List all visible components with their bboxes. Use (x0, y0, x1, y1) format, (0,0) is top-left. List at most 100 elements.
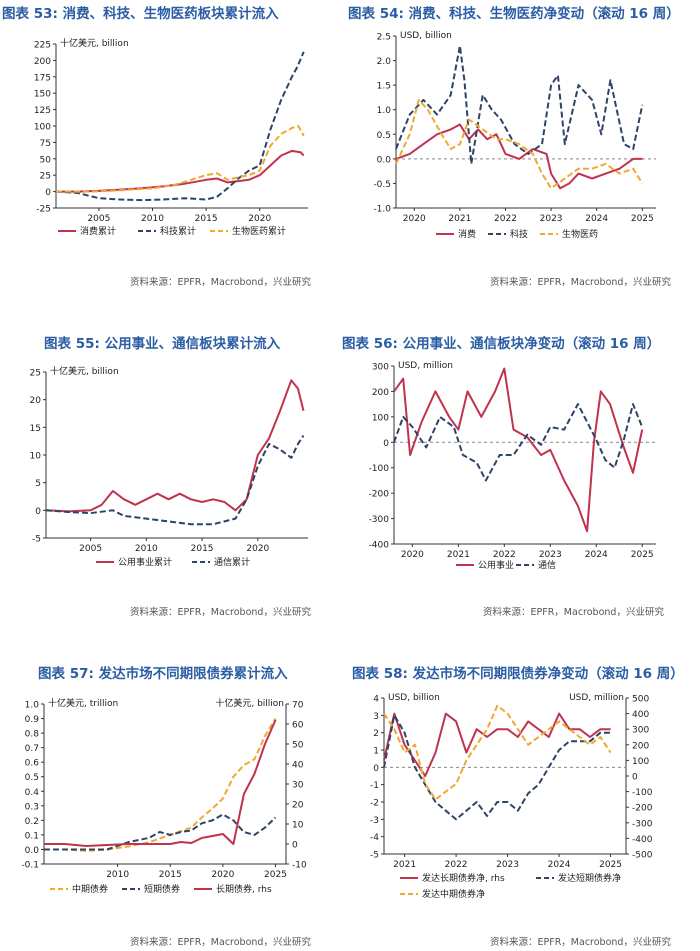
series-line-1 (56, 149, 305, 193)
series-line-2 (44, 813, 277, 851)
y-tick-label: 50 (40, 155, 52, 165)
y-tick-label: 175 (34, 73, 51, 83)
y-tick-label: 1.0 (25, 701, 40, 711)
legend-label: 消费累计 (80, 225, 116, 237)
y-tick-label: 200 (34, 57, 51, 67)
y-tick-label: 1.0 (377, 106, 392, 116)
x-tick-label: 2020 (248, 214, 271, 224)
y-tick-label: 225 (34, 41, 51, 51)
y-tick-label: -400 (369, 541, 390, 551)
y-tick-label: 75 (40, 139, 51, 149)
y-tick-label: 2.0 (377, 57, 392, 67)
y-tick-label: 1.5 (377, 82, 391, 92)
y-right-tick-label: 20 (292, 801, 304, 811)
series-line-1 (395, 123, 643, 190)
y-right-tick-label: 50 (292, 741, 304, 751)
chart-54: 2.5 2.0 1.5 1.0 0.5 0.0 -0.5 -1.0 2020 2021 2022 20… (373, 31, 656, 240)
y-right-tick-label: -100 (632, 788, 653, 798)
y-tick-label: -0.1 (21, 861, 39, 871)
chart-58: 4 3 2 1 0 -1 -2 -3 -4 -5 500 400 300 200 100 0 -100 -200 -… (370, 693, 653, 900)
series-line-2 (45, 435, 305, 526)
x-tick-label: 2025 (631, 550, 654, 560)
unit-label-left: USD, billion (388, 693, 440, 703)
x-tick-label: 2020 (246, 544, 269, 554)
chart-54-source: 资料来源：EPFR，Macrobond，兴业研究 (490, 277, 671, 288)
chart-53-source: 资料来源：EPFR，Macrobond，兴业研究 (130, 277, 311, 288)
series-line-3 (383, 704, 612, 801)
x-tick-label: 2023 (539, 550, 562, 560)
unit-label-left: 十亿美元, trillion (48, 697, 118, 709)
unit-label-right: USD, million (569, 693, 624, 703)
unit-label: 十亿美元, billion (60, 37, 129, 49)
legend-label: 生物医药累计 (232, 225, 286, 237)
y-tick-label: 0.4 (25, 788, 40, 798)
y-tick-label: -0.5 (373, 180, 391, 190)
y-tick-label: 15 (30, 424, 41, 434)
chart-53-title: 图表 53: 消费、科技、生物医药板块累计流入 (2, 6, 279, 22)
x-tick-label: 2025 (631, 214, 654, 224)
x-tick-label: 2022 (445, 860, 468, 870)
y-tick-label: 0.5 (377, 131, 391, 141)
x-tick-label: 2021 (393, 860, 416, 870)
x-tick-label: 2021 (448, 214, 471, 224)
x-tick-label: 2015 (195, 214, 218, 224)
y-tick-label: 25 (40, 172, 51, 182)
unit-label: USD, million (398, 361, 453, 371)
y-tick-label: 0.0 (377, 155, 392, 165)
y-right-tick-label: 400 (632, 710, 649, 720)
y-tick-label: 2.5 (377, 33, 391, 43)
y-tick-label: 25 (30, 369, 41, 379)
legend-label: 发达中期债券净 (422, 888, 485, 900)
legend-label: 公用事业累计 (118, 556, 172, 568)
unit-label-right: 十亿美元, billion (215, 697, 284, 709)
legend-label: 生物医药 (562, 228, 598, 240)
unit-label: 十亿美元, billion (50, 365, 119, 377)
x-tick-label: 2023 (496, 860, 519, 870)
x-tick-label: 2005 (87, 214, 110, 224)
y-tick-label: 0 (383, 439, 389, 449)
x-tick-label: 2024 (585, 550, 608, 560)
y-tick-label: 0.8 (25, 730, 40, 740)
x-tick-label: 2020 (401, 550, 424, 560)
y-right-tick-label: -200 (632, 804, 653, 814)
y-tick-label: 0.0 (25, 846, 40, 856)
x-tick-label: 2022 (493, 550, 516, 560)
y-right-tick-label: -400 (632, 835, 653, 845)
legend-label: 通信累计 (214, 556, 250, 568)
legend-label: 短期债券 (144, 883, 180, 895)
y-tick-label: -100 (369, 464, 390, 474)
series-line-3 (44, 719, 277, 847)
series-line-1 (393, 367, 644, 533)
chart-56-title: 图表 56: 公用事业、通信板块净变动（滚动 16 周） (342, 336, 661, 352)
legend-label: 科技 (510, 228, 528, 240)
x-tick-label: 2015 (191, 544, 214, 554)
series-line-2 (393, 403, 644, 482)
y-tick-label: -300 (369, 515, 390, 525)
y-tick-label: -25 (36, 205, 51, 215)
y-tick-label: 3 (373, 712, 379, 722)
x-tick-label: 2023 (540, 214, 563, 224)
y-right-tick-label: 0 (292, 841, 298, 851)
x-tick-label: 2022 (494, 214, 517, 224)
unit-label: USD, billion (400, 31, 452, 41)
x-tick-label: 2015 (159, 870, 182, 880)
chart-55-source: 资料来源：EPFR，Macrobond，兴业研究 (130, 607, 311, 618)
y-tick-label: -5 (370, 851, 379, 861)
x-tick-label: 2024 (585, 214, 608, 224)
y-tick-label: -3 (370, 816, 379, 826)
chart-57-title: 图表 57: 发达市场不同期限债券累计流入 (38, 666, 288, 682)
y-tick-label: -200 (369, 490, 390, 500)
y-tick-label: 0.9 (25, 715, 40, 725)
y-right-tick-label: 200 (632, 741, 649, 751)
y-tick-label: -2 (370, 799, 379, 809)
series-line-1 (45, 379, 305, 513)
y-tick-label: -1.0 (373, 205, 391, 215)
y-tick-label: 5 (35, 479, 41, 489)
y-tick-label: 0 (45, 188, 51, 198)
x-tick-label: 2021 (447, 550, 470, 560)
chart-53: 225 200 175 150 125 100 75 50 25 0 -25 2005 2010 2015… (34, 37, 308, 237)
legend-label: 长期债券, rhs (216, 883, 272, 895)
y-tick-label: 0.5 (25, 773, 39, 783)
y-tick-label: 0.6 (25, 759, 40, 769)
series-line-3 (56, 125, 305, 193)
